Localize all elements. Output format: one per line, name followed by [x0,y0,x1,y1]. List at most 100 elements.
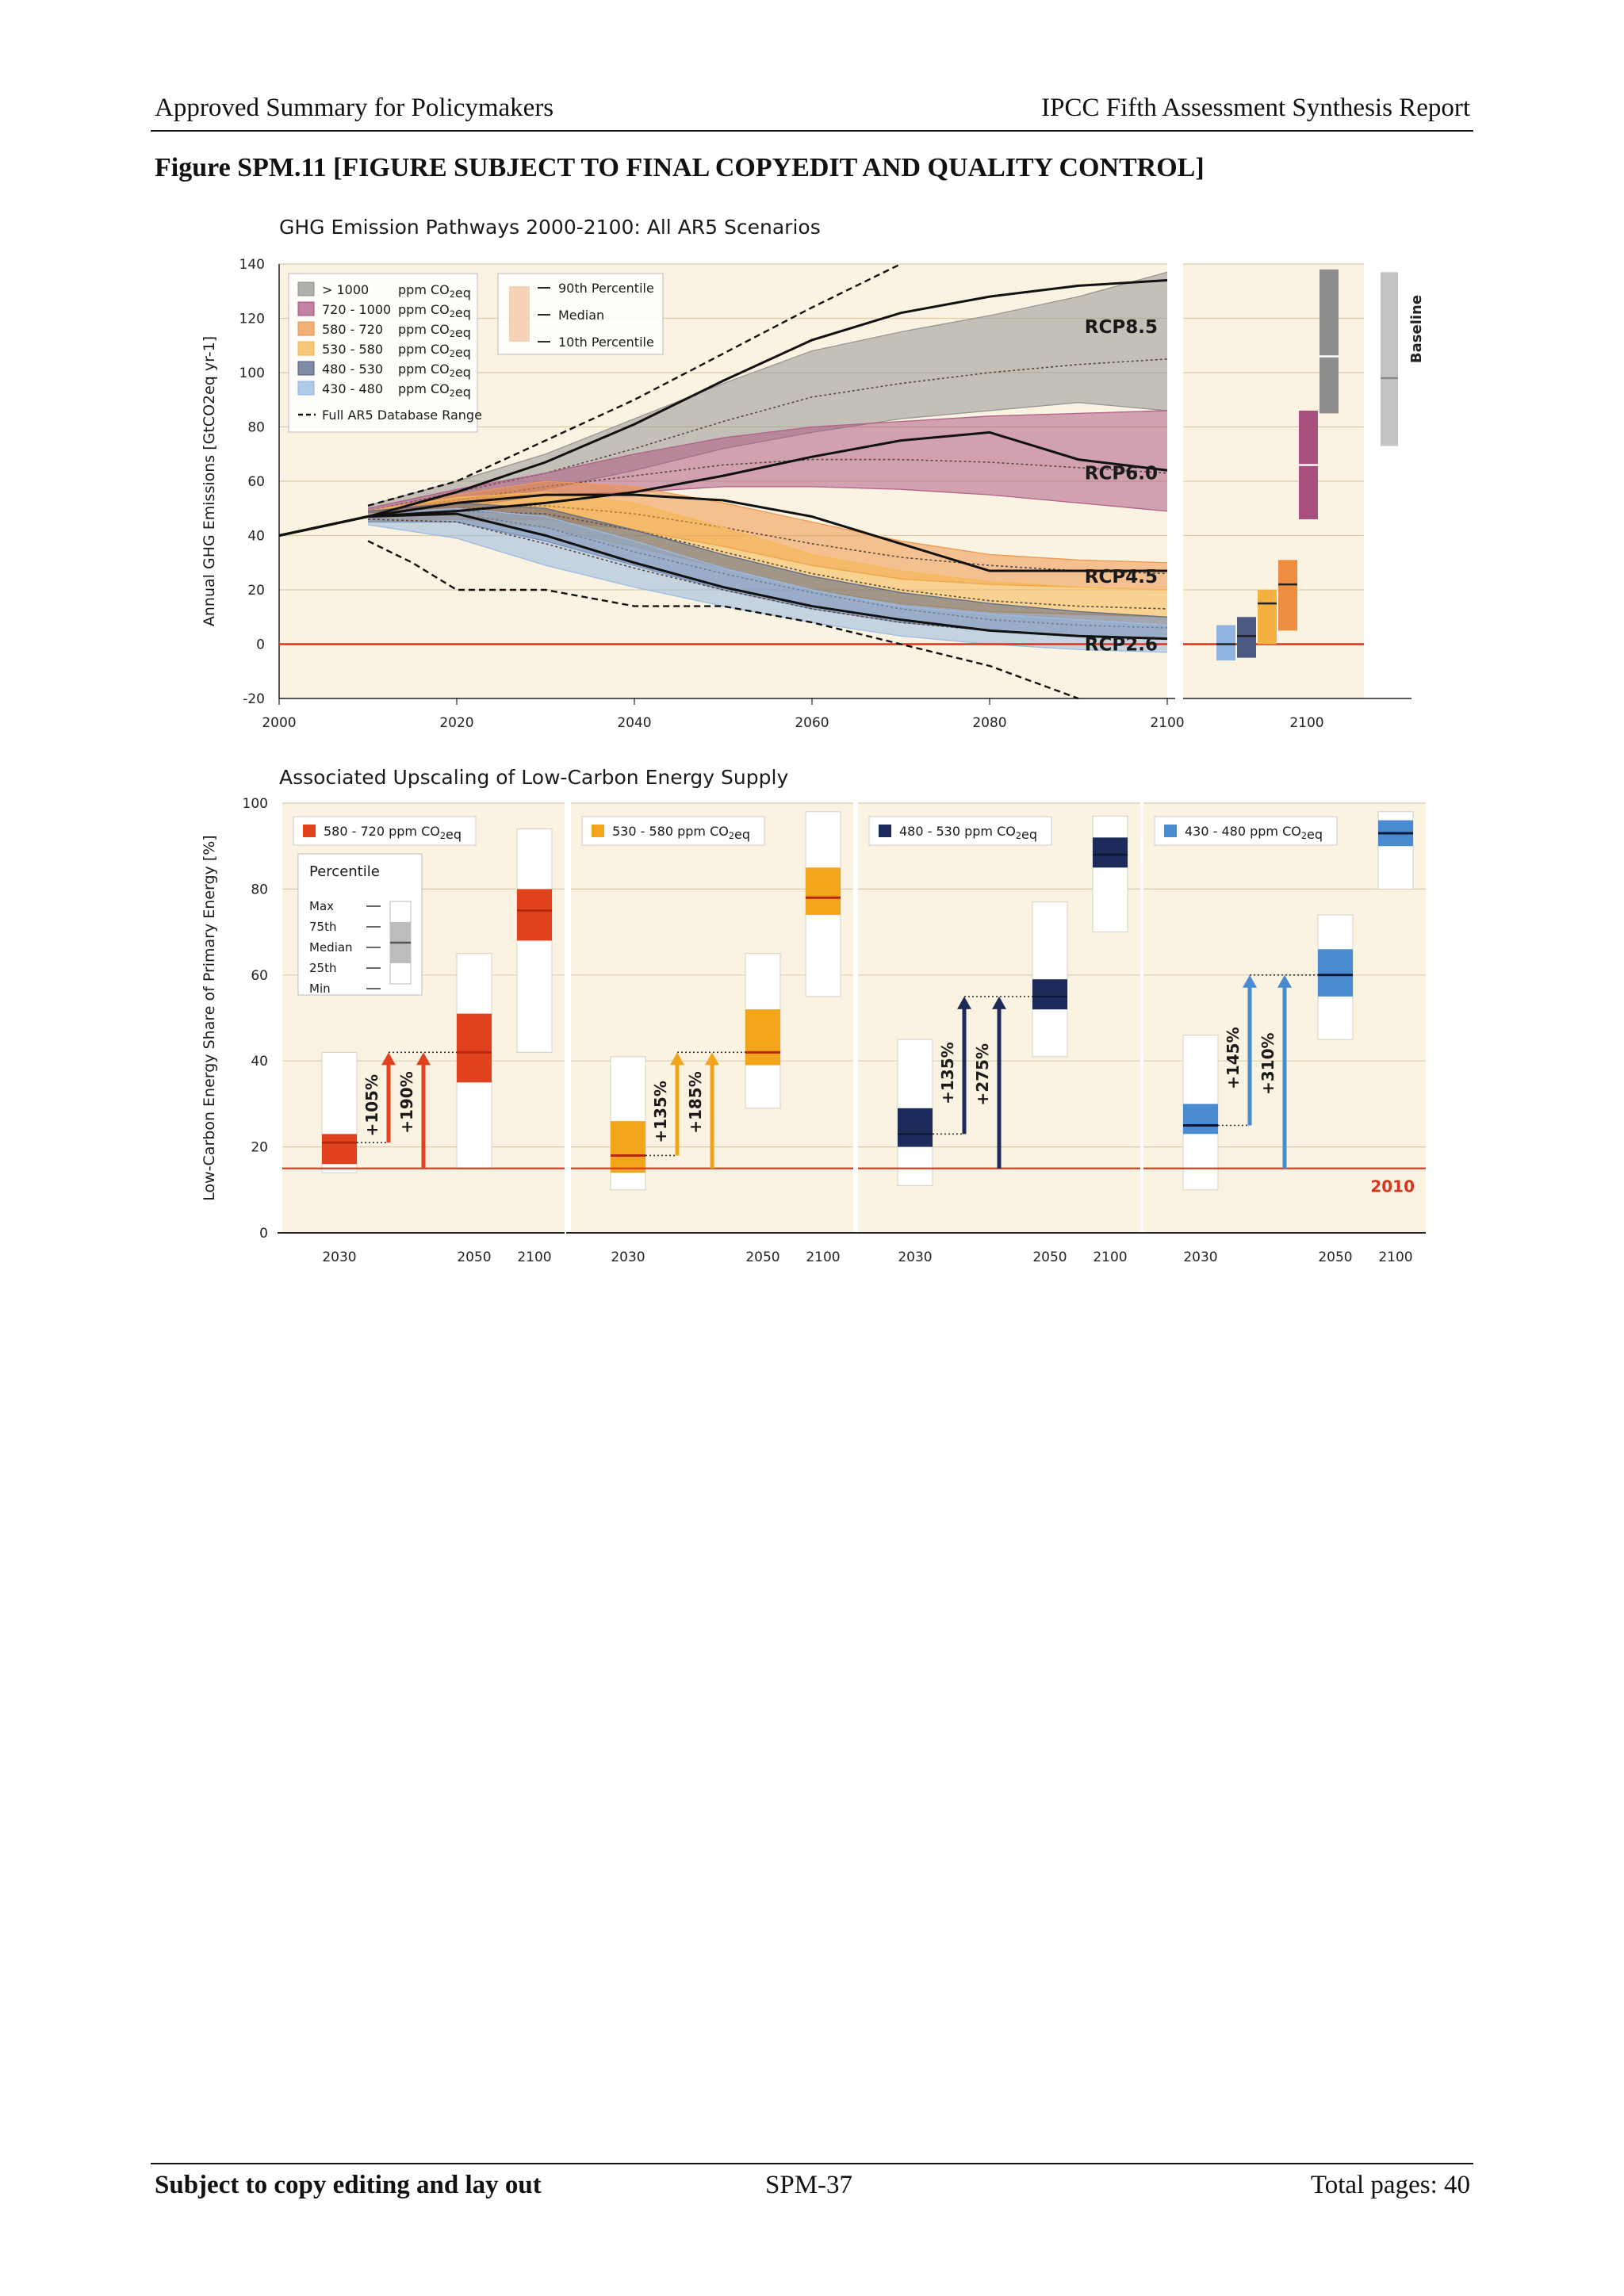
legend-unit: ppm CO2eq [398,322,471,340]
increase-label: +145% [1224,1027,1243,1089]
side-bar-c530 [1258,590,1277,645]
percentile-legend-item: 25th [309,961,336,975]
x-tick-label: 2040 [617,715,651,731]
y-tick-label: 120 [239,312,265,327]
increase-label: +185% [686,1071,705,1134]
rcp-label: RCP6.0 [1085,464,1158,484]
rcp-line [278,279,1168,537]
increase-label: +310% [1258,1032,1277,1095]
increase-arrowhead [416,1052,431,1066]
range-lower-line [367,540,1079,700]
increase-arrowhead [1277,974,1292,988]
band-edge-c720 [367,410,1168,509]
percentile-legend-title: Percentile [309,863,380,880]
header-right: IPCC Fifth Assessment Synthesis Report [1041,94,1470,122]
side-bar-c430 [1216,625,1235,661]
increase-label: +135% [651,1081,670,1143]
percentile-legend-item: 75th [309,920,336,934]
header-left: Approved Summary for Policymakers [155,94,554,122]
legend-range: 530 - 580 [322,342,383,357]
percentile-legend: Percentile Max 75th Median 25th Min [297,853,423,996]
x-tick-label: 2100 [1378,1249,1412,1265]
legend-range: 430 - 480 [322,381,383,396]
panel-legend-label: 430 - 480 ppm CO2eq [1185,824,1323,842]
y-tick-label: 0 [256,637,265,653]
reference-line-label: 2010 [1370,1177,1415,1196]
band-edge-c480 [367,502,1168,618]
y-tick-label: 100 [239,365,265,381]
increase-arrowhead [670,1052,684,1066]
figure-title: Figure SPM.11 [FIGURE SUBJECT TO FINAL C… [155,153,1205,182]
legend: > 1000 ppm CO2eq 720 - 1000 ppm CO2eq 580 - … [288,273,482,433]
rcp-line [278,430,1168,537]
panel-2: 2030 2050 2100 +135% +185% 530 - 580 ppm CO2e… [566,802,853,1265]
box-iqr [745,1009,780,1066]
x-tick-label: 2080 [972,715,1006,731]
y-axis-label: Annual GHG Emissions [GtCO2eq yr-1] [201,336,218,626]
y-tick-label: 0 [259,1226,268,1242]
box-iqr [322,1134,357,1165]
footer-page: SPM-37 [765,2171,853,2199]
band-edge-gt1000 [367,271,1168,507]
box-iqr [517,889,552,941]
panel-legend-box [1154,816,1338,846]
rcp-label: RCP4.5 [1085,567,1158,587]
y-tick-label: 80 [247,420,265,436]
legend-swatch-c530 [297,341,315,356]
x-tick-label: 2100 [517,1249,551,1265]
chart-title: GHG Emission Pathways 2000-2100: All AR5… [279,216,821,239]
x-tick-label: 2030 [1183,1249,1217,1265]
y-tick-label: 20 [251,1140,268,1156]
percentile-legend-item: Median [309,940,353,955]
band-edge-c580 [367,480,1168,564]
x-tick-label: 2060 [795,715,829,731]
box-iqr [1032,979,1067,1010]
legend-range: > 1000 [322,282,369,297]
side-x-tick-label: 2100 [1289,715,1323,731]
box-iqr [457,1013,492,1083]
increase-label: +275% [973,1043,992,1106]
x-tick-label: 2100 [806,1249,840,1265]
panel-legend-label: 530 - 580 ppm CO2eq [612,824,750,842]
x-tick-label: 2050 [457,1249,491,1265]
x-tick-label: 2100 [1150,715,1184,731]
band-edge-c530 [367,492,1168,591]
panel-legend-swatch [879,825,891,837]
panel-legend-box [868,816,1052,846]
panel-legend-box [293,816,477,846]
chart-title: Associated Upscaling of Low-Carbon Energ… [279,766,788,789]
legend-swatch-c480 [297,361,315,376]
panel-legend-swatch [592,825,604,837]
percentile-legend-label: 90th Percentile [558,281,654,296]
box-range [1092,815,1128,933]
y-tick-label: 20 [247,583,265,599]
x-tick-label: 2050 [745,1249,779,1265]
box-iqr [1183,1104,1218,1135]
increase-label: +190% [397,1071,416,1134]
increase-arrowhead [1243,974,1257,988]
increase-arrowhead [992,996,1006,1009]
legend-swatch-c430 [297,381,315,396]
panel-4: 2030 2050 2100 +145% +310% 430 - 480 ppm CO2e… [1139,802,1426,1265]
panel-legend-label: 480 - 530 ppm CO2eq [899,824,1037,842]
low-carbon-upscaling-chart: Associated Upscaling of Low-Carbon Energ… [201,766,1426,1265]
y-tick-label: 140 [239,257,265,273]
box-range [1032,901,1068,1058]
legend-range: 480 - 530 [322,362,383,377]
legend-range-label: Full AR5 Database Range [322,408,482,423]
legend-range: 720 - 1000 [322,302,391,317]
legend-unit: ppm CO2eq [398,362,471,380]
legend-unit: ppm CO2eq [398,342,471,360]
side-bar-baseline [1381,272,1398,446]
x-tick-label: 2030 [898,1249,932,1265]
emission-pathways-chart: GHG Emission Pathways 2000-2100: All AR5… [201,216,1425,731]
side-bar-gt1000 [1320,269,1339,414]
band-c430 [368,508,1167,652]
percentile-legend-item: Max [309,899,334,913]
legend-unit: ppm CO2eq [398,381,471,400]
range-upper-line [367,262,902,507]
footer-rule [151,2163,1473,2164]
y-tick-label: -20 [243,691,265,707]
box-iqr [611,1121,645,1173]
legend-unit: ppm CO2eq [398,302,471,320]
